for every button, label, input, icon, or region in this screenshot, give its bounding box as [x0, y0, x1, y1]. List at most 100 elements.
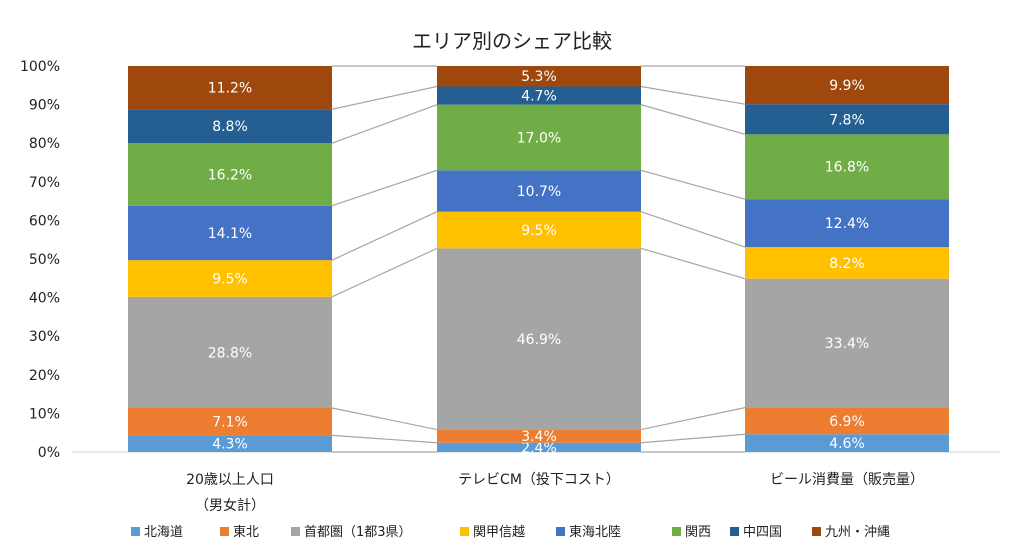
bar-segment [745, 134, 949, 200]
data-label: 9.9% [829, 78, 865, 94]
bar-segment [437, 66, 641, 87]
series-connector-line [640, 247, 746, 280]
series-connector-line [331, 211, 438, 261]
data-label: 9.5% [521, 223, 557, 239]
legend-label: 東海北陸 [569, 524, 621, 540]
series-connectors [331, 65, 746, 453]
data-label: 3.4% [521, 429, 557, 445]
legend-swatch [672, 527, 681, 536]
y-tick-label: 80% [29, 136, 60, 152]
legend-swatch [556, 527, 565, 536]
category-label: （男女計） [195, 497, 265, 514]
data-label: 5.3% [521, 69, 557, 85]
legend-swatch [730, 527, 739, 536]
data-label: 16.8% [825, 160, 869, 176]
bar-segment [128, 296, 332, 408]
bar-segment [437, 104, 641, 171]
data-label: 28.8% [208, 345, 252, 361]
y-tick-label: 50% [29, 252, 60, 268]
y-tick-label: 20% [29, 368, 60, 384]
bar-segment [437, 86, 641, 105]
bar-segment [128, 260, 332, 297]
bar-segment [128, 435, 332, 452]
series-connector-line [331, 247, 438, 298]
bar-segment [745, 407, 949, 435]
bars: 4.3% 2.4% 4.6% 7.1% 3.4% 6.9% 28.8% 46.9% 33.4% 9… [128, 66, 949, 456]
series-connector-line [331, 434, 438, 444]
bar-segment [437, 429, 641, 443]
data-label: 46.9% [517, 332, 561, 348]
data-label: 10.7% [517, 184, 561, 200]
y-tick-label: 40% [29, 291, 60, 307]
chart-title: エリア別のシェア比較 [412, 29, 612, 53]
bar-segment [128, 66, 332, 110]
category-label: 20歳以上人口 [186, 472, 274, 488]
data-label: 7.8% [829, 112, 865, 128]
series-connector-line [331, 407, 438, 431]
series-connector-line [640, 407, 746, 431]
bar-segment [745, 434, 949, 452]
series-connector-line [640, 104, 746, 135]
y-tick-label: 60% [29, 213, 60, 229]
category-label: ビール消費量（販売量） [770, 472, 924, 488]
data-label: 7.1% [212, 415, 248, 431]
bar-segment [437, 248, 641, 430]
data-label: 9.5% [212, 271, 248, 287]
bar-segment [745, 247, 949, 279]
legend-label: 中四国 [743, 525, 782, 540]
bar-segment [745, 104, 949, 135]
bar-segment [128, 205, 332, 261]
series-connector-line [331, 169, 438, 207]
legend-swatch [291, 527, 300, 536]
data-label: 16.2% [208, 167, 252, 183]
legend-label: 東北 [233, 524, 259, 540]
data-label: 6.9% [829, 414, 865, 430]
data-label: 33.4% [825, 336, 869, 352]
category-labels: 20歳以上人口 （男女計） テレビCM（投下コスト） ビール消費量（販売量） [186, 472, 924, 514]
y-tick-label: 0% [38, 445, 60, 461]
data-label: 17.0% [517, 130, 561, 146]
legend-swatch [131, 527, 140, 536]
series-connector-line [640, 211, 746, 248]
y-tick-label: 10% [29, 406, 60, 422]
series-connector-line [640, 85, 746, 105]
series-connector-line [640, 169, 746, 200]
data-label: 4.7% [521, 89, 557, 105]
series-connector-line [640, 433, 746, 444]
bar-segment [745, 66, 949, 105]
bar-segment [437, 170, 641, 212]
legend-label: 九州・沖縄 [825, 525, 890, 540]
data-label: 14.1% [208, 226, 252, 242]
series-connector-line [331, 85, 438, 110]
y-tick-label: 70% [29, 175, 60, 191]
data-label: 2.4% [521, 440, 557, 456]
bar-segment [745, 278, 949, 408]
data-label: 12.4% [825, 216, 869, 232]
series-connector-line [331, 104, 438, 144]
data-label: 4.6% [829, 436, 865, 452]
bar-segment [128, 407, 332, 436]
legend-swatch [812, 527, 821, 536]
bar-segment [437, 442, 641, 452]
data-label: 8.8% [212, 119, 248, 135]
bar-segment [128, 143, 332, 206]
data-label: 8.2% [829, 256, 865, 272]
y-axis: 0% 10% 20% 30% 40% 50% 60% 70% 80% 90% 100% [20, 59, 1000, 461]
legend: 北海道 東北 首都圏（1都3県） 関甲信越 東海北陸 関西 中四国 九州・沖縄 [131, 524, 890, 540]
legend-label: 関西 [685, 525, 711, 540]
bar-segment [128, 109, 332, 144]
bar-segment [745, 199, 949, 248]
legend-label: 首都圏（1都3県） [304, 525, 412, 540]
legend-swatch [220, 527, 229, 536]
y-tick-label: 100% [20, 59, 60, 75]
y-tick-label: 30% [29, 329, 60, 345]
legend-label: 北海道 [144, 525, 183, 540]
data-label: 4.3% [212, 437, 248, 453]
legend-label: 関甲信越 [473, 525, 525, 540]
data-label: 11.2% [208, 81, 252, 97]
legend-swatch [460, 527, 469, 536]
bar-segment [437, 211, 641, 249]
y-tick-label: 90% [29, 98, 60, 114]
